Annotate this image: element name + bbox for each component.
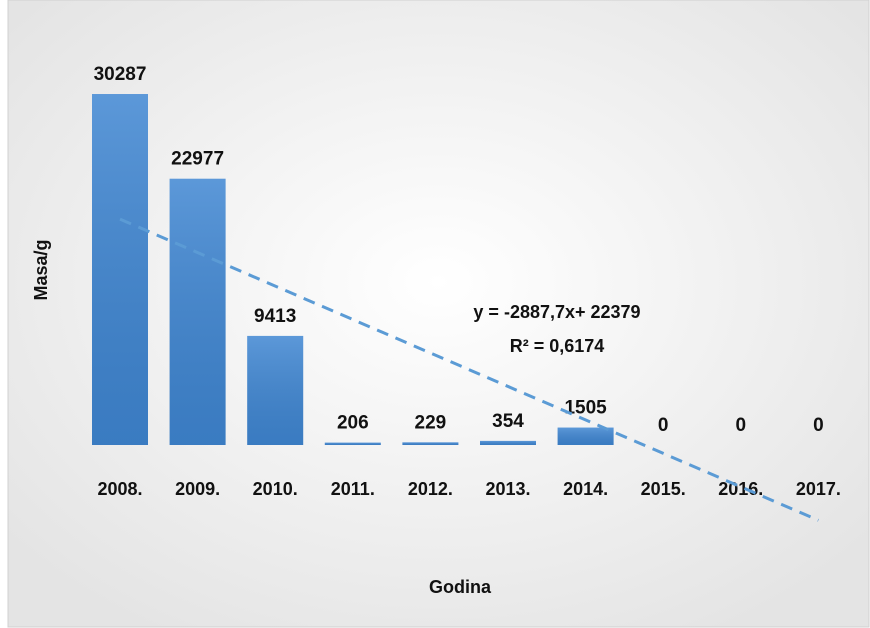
data-label: 354: [492, 411, 524, 432]
data-label: 9413: [254, 306, 296, 327]
bar-shade: [402, 442, 459, 445]
bar-shade: [247, 335, 304, 445]
x-tick-label: 2010.: [253, 479, 298, 499]
x-tick-label: 2012.: [408, 479, 453, 499]
bar-shade: [92, 94, 148, 445]
bar-shade: [557, 427, 614, 445]
data-label: 30287: [94, 64, 147, 85]
data-label: 229: [415, 412, 447, 433]
x-tick-label: 2015.: [641, 479, 686, 499]
x-tick-label: 2013.: [485, 479, 530, 499]
data-label: 1505: [564, 398, 607, 419]
data-label: 0: [658, 415, 669, 436]
data-label: 22977: [171, 149, 224, 170]
x-tick-label: 2011.: [331, 479, 375, 499]
x-tick-label: 2008.: [97, 479, 142, 499]
x-tick-label: 2009.: [175, 479, 220, 499]
chart-background: [7, 0, 870, 628]
y-axis-title: Masa/g: [31, 239, 51, 300]
trendline: [119, 217, 819, 522]
x-axis-title: Godina: [429, 577, 492, 597]
bar-shade: [169, 178, 226, 445]
data-label: 206: [337, 413, 369, 434]
x-tick-label: 2017.: [796, 479, 841, 499]
x-tick-label: 2014.: [563, 479, 608, 499]
x-tick-label: 2016.: [718, 479, 763, 499]
data-label: 0: [813, 415, 824, 436]
data-label: 0: [736, 415, 747, 436]
trendline-equation: y = -2887,7x+ 22379: [473, 302, 640, 322]
bar-shade: [324, 442, 381, 445]
trendline-r2: R² = 0,6174: [510, 336, 605, 356]
bar-shade: [480, 440, 536, 445]
